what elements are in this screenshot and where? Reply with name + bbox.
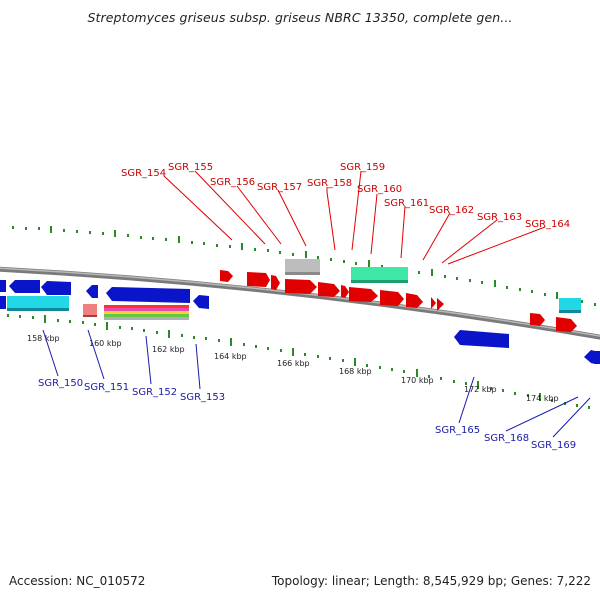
accession-label: Accession: NC_010572	[9, 574, 146, 588]
gene-label: SGR_162	[429, 205, 474, 216]
gene-arrow	[556, 317, 577, 332]
pink-gene-edge	[83, 315, 97, 317]
gene-label: SGR_169	[531, 440, 576, 451]
gene-label: SGR_152	[132, 387, 177, 398]
summary-label: Topology: linear; Length: 8,545,929 bp; …	[271, 574, 591, 588]
gene-arrow[interactable]	[584, 350, 595, 364]
gene-arrow	[9, 280, 40, 293]
gene-arrow	[406, 293, 423, 308]
gene-arrow[interactable]	[454, 330, 509, 348]
gene-arrow	[437, 298, 444, 311]
scale-label: 164 kbp	[214, 352, 247, 361]
gene-label: SGR_161	[384, 198, 429, 209]
scale-labels: 158 kbp 160 kbp 162 kbp 164 kbp 166 kbp …	[27, 334, 559, 403]
gene-arrow	[86, 285, 98, 298]
scale-label: 160 kbp	[89, 339, 122, 348]
gene-label: SGR_158	[307, 178, 352, 189]
cyan-gene[interactable]	[7, 296, 69, 309]
top-leaders	[163, 170, 546, 265]
pseudo-gene-edge	[285, 272, 320, 275]
scale-label: 162 kbp	[152, 345, 185, 354]
gene-label: SGR_160	[357, 184, 402, 195]
gene-arrow	[285, 279, 317, 294]
gene-arrow	[431, 297, 436, 309]
gene-arrow	[220, 270, 233, 282]
top-gene-labels[interactable]: SGR_154 SGR_155 SGR_156 SGR_157 SGR_158 …	[121, 162, 570, 230]
gene-label: SGR_154	[121, 168, 166, 179]
scale-label: 158 kbp	[27, 334, 60, 343]
gene-label: SGR_159	[340, 162, 385, 173]
gene-arrow	[247, 272, 270, 287]
lower-ruler	[7, 314, 590, 409]
gene-arrow	[0, 280, 6, 292]
scale-label: 172 kbp	[464, 385, 497, 394]
cyan-gene-edge	[559, 310, 581, 313]
scale-label: 166 kbp	[277, 359, 310, 368]
gene-arrow	[0, 296, 6, 309]
gene-label: SGR_164	[525, 219, 570, 230]
gene-label: SGR_151	[84, 382, 129, 393]
gene-arrow	[193, 295, 209, 309]
multi-feature-bar[interactable]	[104, 305, 189, 320]
reverse-genes-left[interactable]	[0, 280, 209, 309]
gene-arrow	[41, 281, 71, 295]
scale-label: 174 kbp	[526, 394, 559, 403]
gene-label: SGR_153	[180, 392, 225, 403]
gene-arrow	[106, 287, 190, 303]
cyan-gene[interactable]	[559, 298, 581, 311]
genome-backbone	[0, 266, 600, 340]
gene-label: SGR_150	[38, 378, 83, 389]
pseudo-gene[interactable]	[285, 259, 320, 273]
gene-label: SGR_157	[257, 182, 302, 193]
gene-label: SGR_155	[168, 162, 213, 173]
map-title: Streptomyces griseus subsp. griseus NBRC…	[87, 10, 513, 25]
rna-gene[interactable]	[351, 267, 408, 281]
rna-gene-edge	[351, 280, 408, 283]
cyan-gene-edge	[7, 308, 69, 311]
gene-arrow[interactable]	[595, 351, 600, 364]
gene-arrow	[380, 290, 404, 306]
pink-gene[interactable]	[83, 304, 97, 316]
bottom-gene-labels[interactable]: SGR_150 SGR_151 SGR_152 SGR_153 SGR_165 …	[38, 378, 576, 451]
forward-genes[interactable]	[220, 270, 577, 332]
gene-arrow	[341, 285, 349, 298]
gene-arrow	[530, 313, 545, 326]
gene-arrow	[349, 287, 378, 302]
gene-arrow	[271, 275, 280, 290]
scale-label: 170 kbp	[401, 376, 434, 385]
bottom-leaders	[42, 329, 591, 438]
gene-label: SGR_156	[210, 177, 255, 188]
gene-arrow	[318, 282, 340, 297]
gene-label: SGR_168	[484, 433, 529, 444]
gene-label: SGR_165	[435, 425, 480, 436]
gene-label: SGR_163	[477, 212, 522, 223]
scale-label: 168 kbp	[339, 367, 372, 376]
